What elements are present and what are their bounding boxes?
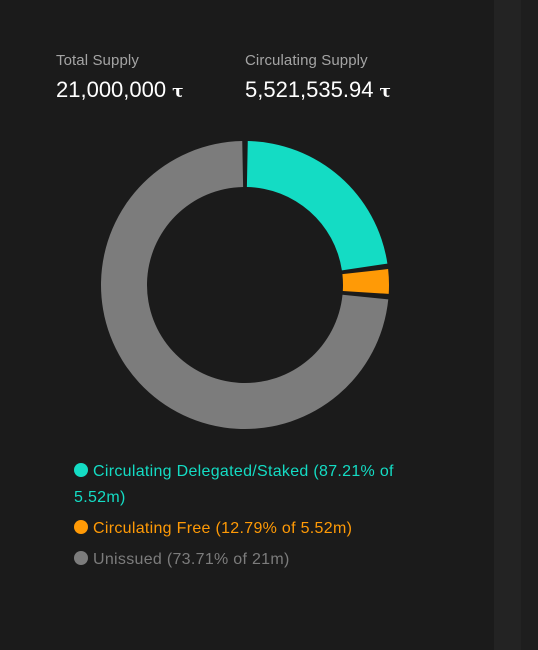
circulating-supply-stat: Circulating Supply 5,521,535.94 τ	[245, 52, 391, 105]
total-supply-label: Total Supply	[56, 52, 139, 69]
chart-legend: Circulating Delegated/Staked (87.21% of …	[74, 459, 419, 578]
legend-dot-icon	[74, 520, 88, 534]
scrollbar-area	[494, 0, 538, 650]
legend-dot-icon	[74, 463, 88, 477]
total-supply-value: 21,000,000 τ	[56, 77, 184, 105]
scrollbar-track[interactable]	[521, 0, 538, 650]
tao-symbol-icon: τ	[379, 82, 391, 102]
legend-item-2[interactable]: Unissued (73.71% of 21m)	[74, 547, 419, 573]
circulating-supply-amount: 5,521,535.94	[245, 77, 374, 102]
legend-item-1[interactable]: Circulating Free (12.79% of 5.52m)	[74, 516, 419, 542]
circulating-supply-value: 5,521,535.94 τ	[245, 77, 391, 105]
tao-symbol-icon: τ	[172, 82, 184, 102]
legend-item-0[interactable]: Circulating Delegated/Staked (87.21% of …	[74, 459, 419, 511]
legend-label: Circulating Delegated/Staked (87.21% of …	[74, 463, 394, 506]
total-supply-amount: 21,000,000	[56, 77, 167, 102]
donut-slice-2[interactable]	[101, 141, 389, 430]
legend-label: Circulating Free (12.79% of 5.52m)	[93, 520, 353, 537]
legend-label: Unissued (73.71% of 21m)	[93, 551, 290, 568]
supply-donut-chart	[101, 141, 389, 430]
donut-slice-1[interactable]	[342, 269, 389, 294]
legend-dot-icon	[74, 551, 88, 565]
donut-slice-0[interactable]	[246, 141, 388, 271]
circulating-supply-label: Circulating Supply	[245, 52, 368, 69]
total-supply-stat: Total Supply 21,000,000 τ	[56, 52, 184, 105]
